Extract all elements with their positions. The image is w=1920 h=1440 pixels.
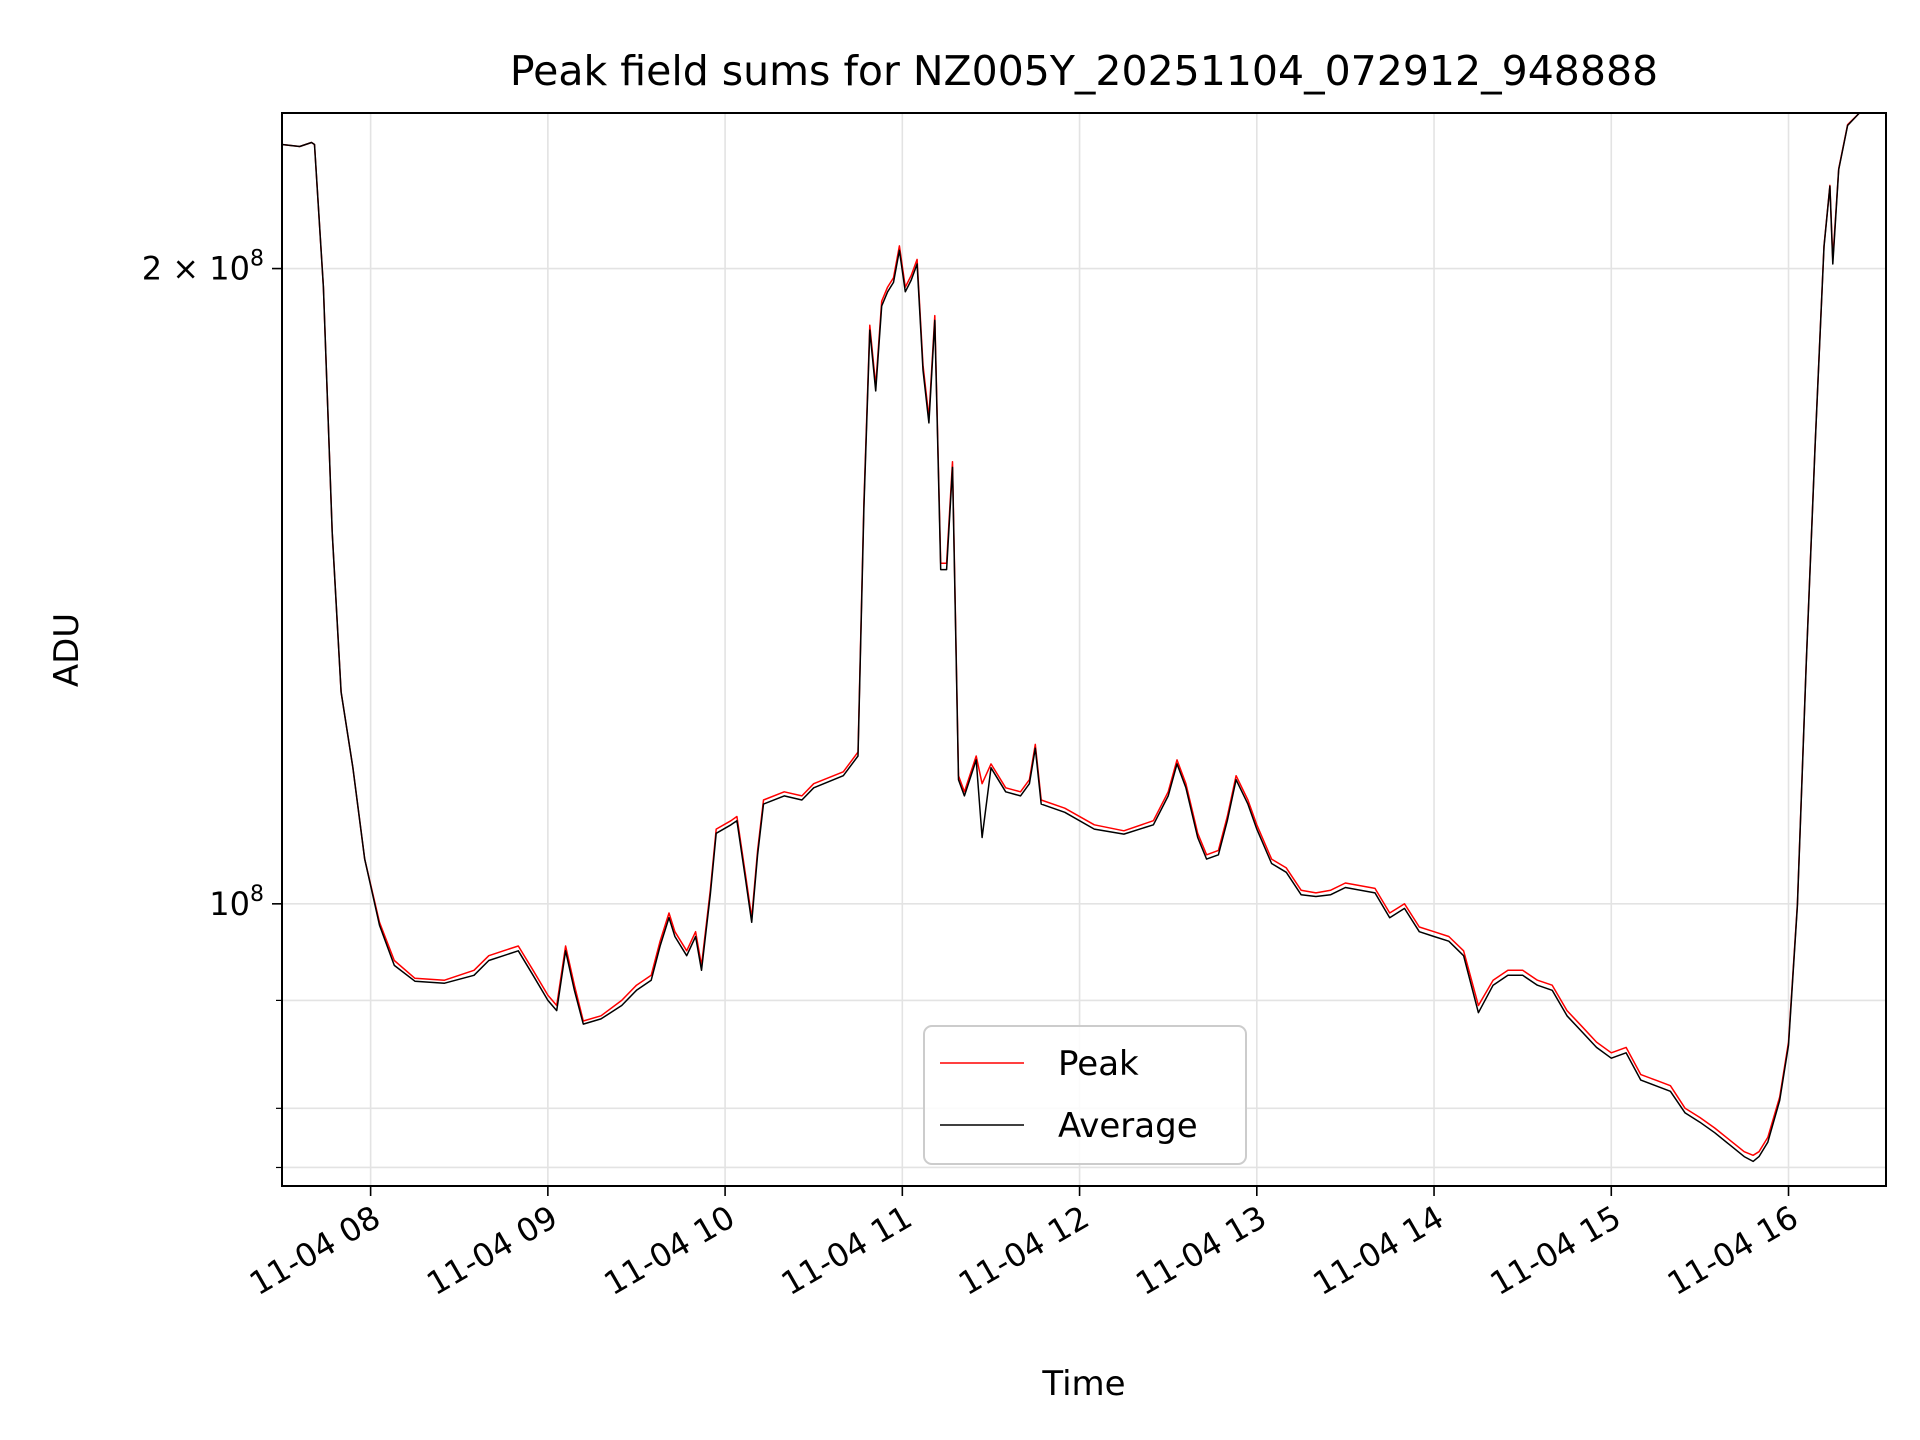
legend-box — [923, 1025, 1247, 1165]
y-tick-label: 2 × 108 — [142, 247, 264, 288]
y-tick-label: 108 — [209, 882, 264, 923]
x-axis-title: Time — [1041, 1364, 1125, 1404]
legend-label-peak: Peak — [1058, 1044, 1139, 1084]
legend-label-average: Average — [1058, 1106, 1198, 1146]
plot-frame — [281, 112, 1887, 1187]
series-line-peak — [281, 112, 1886, 1157]
series-line-average — [281, 112, 1886, 1163]
y-axis-title: ADU — [47, 613, 87, 687]
legend: Peak Average — [923, 1025, 1247, 1165]
chart-title: Peak field sums for NZ005Y_20251104_0729… — [510, 47, 1658, 95]
series-layer — [281, 112, 1886, 1163]
y-axis: 2 × 108 108 — [142, 247, 282, 1169]
